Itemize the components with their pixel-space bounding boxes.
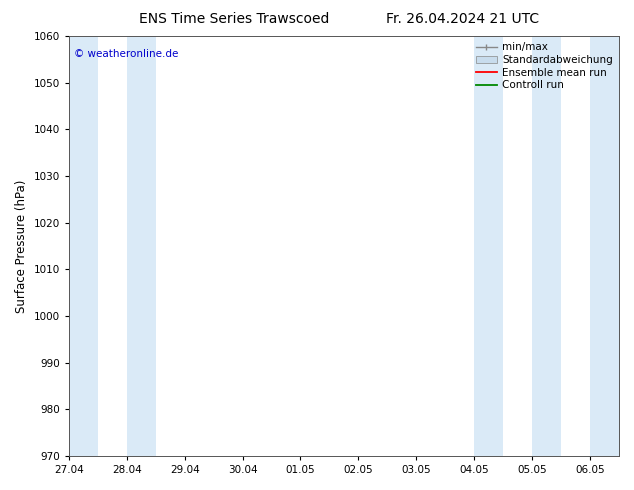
Bar <box>590 36 619 456</box>
Bar <box>69 36 98 456</box>
Legend: min/max, Standardabweichung, Ensemble mean run, Controll run: min/max, Standardabweichung, Ensemble me… <box>472 38 617 95</box>
Text: ENS Time Series Trawscoed: ENS Time Series Trawscoed <box>139 12 330 26</box>
Bar <box>127 36 156 456</box>
Bar <box>532 36 561 456</box>
Bar <box>474 36 503 456</box>
Y-axis label: Surface Pressure (hPa): Surface Pressure (hPa) <box>15 179 28 313</box>
Text: © weatheronline.de: © weatheronline.de <box>74 49 179 59</box>
Text: Fr. 26.04.2024 21 UTC: Fr. 26.04.2024 21 UTC <box>386 12 540 26</box>
